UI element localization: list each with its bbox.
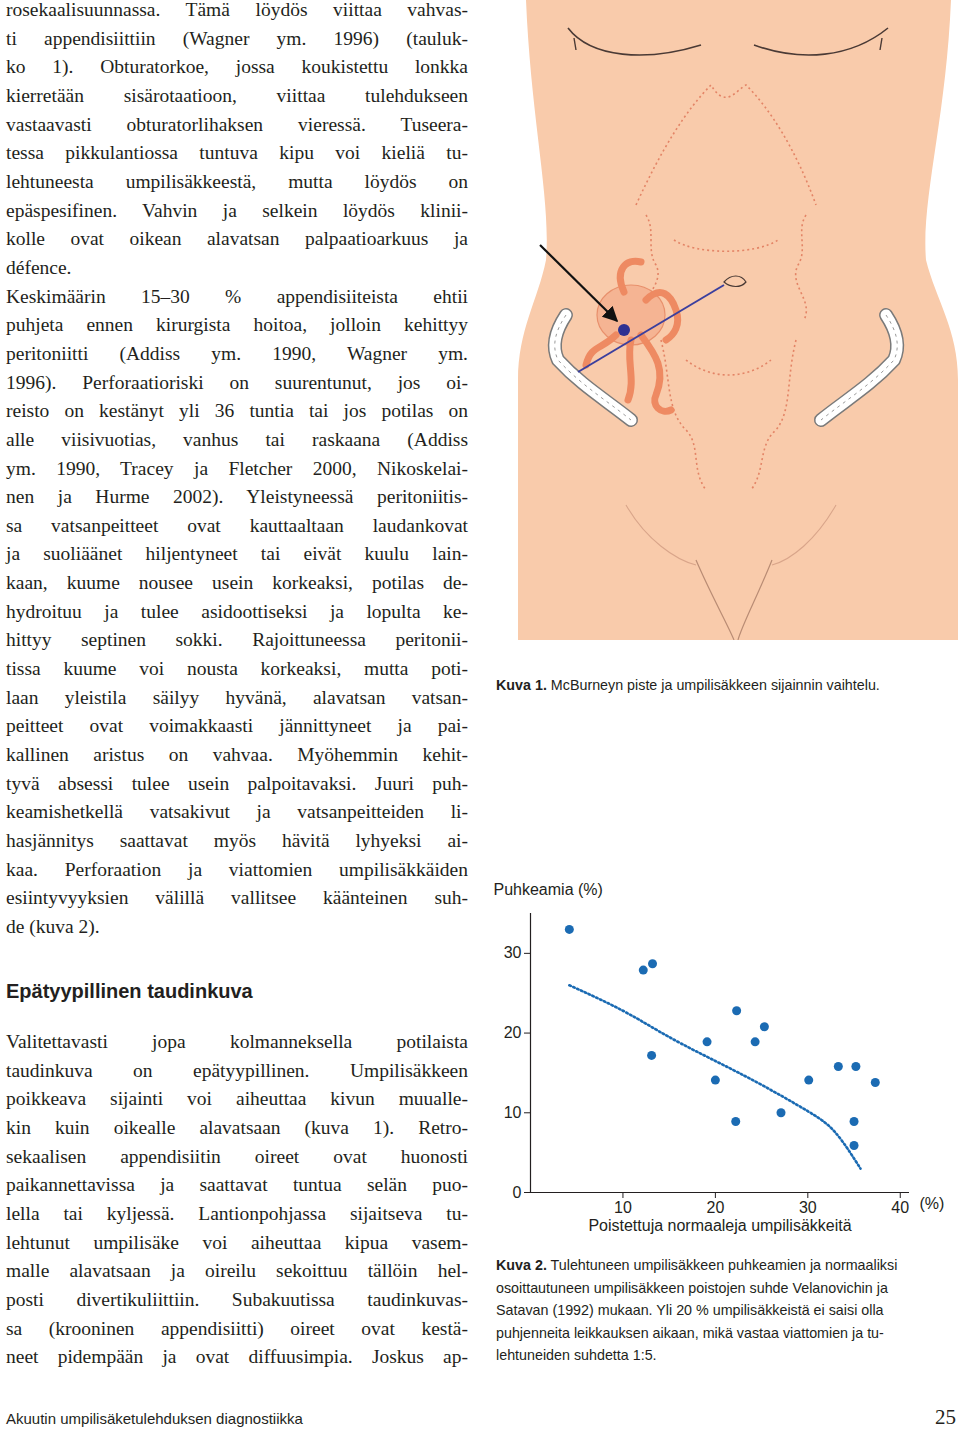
html-text:nen ja Hurme 2002). Yleistynee: nen ja Hurme 2002). Yleistyneessä perito…	[6, 486, 468, 508]
html-text:lella tai kyljessä. Lantionpoh: lella tai kyljessä. Lantionpohjassa sija…	[6, 1202, 468, 1224]
html-text:reisto on kestänyt yli 36 tunt: reisto on kestänyt yli 36 tuntia tai jos…	[6, 400, 468, 422]
html-text:25: 25	[935, 1405, 956, 1429]
html-text:ko 1). Obturatorkoe, jossa kou: ko 1). Obturatorkoe, jossa koukistettu l…	[6, 56, 468, 78]
html-text:tyvä absessi tulee usein palpo: tyvä absessi tulee usein palpoitavaksi. …	[6, 772, 468, 794]
html-text:1996). Perforaatioriski on suu: 1996). Perforaatioriski on suurentunut, …	[6, 371, 468, 393]
html-text:rosekaalisuunnassa. Tämä löydö: rosekaalisuunnassa. Tämä löydös viittaa …	[6, 0, 468, 20]
html-text:ym. 1990, Tracey ja Fletcher 2: ym. 1990, Tracey ja Fletcher 2000, Nikos…	[6, 457, 468, 479]
html-text:de (kuva 2).: de (kuva 2).	[6, 916, 100, 937]
html-text:Epätyypillinen taudinkuva: Epätyypillinen taudinkuva	[6, 980, 253, 1002]
html-text:kaa. Perforaation ja viattomie: kaa. Perforaation ja viattomien umpilisä…	[6, 858, 468, 880]
svg-text:Puhkeamia (%): Puhkeamia (%)	[494, 881, 603, 898]
html-text:kaan, kuume nousee usein korke: kaan, kuume nousee usein korkeaksi, poti…	[6, 572, 468, 594]
svg-text:40: 40	[891, 1199, 909, 1216]
svg-text:0: 0	[513, 1184, 522, 1201]
html-text:Akuutin umpilisäketulehduksen: Akuutin umpilisäketulehduksen diagnostii…	[6, 1410, 303, 1427]
svg-text:10: 10	[614, 1199, 632, 1216]
html-text:kallinen aristus on vahvaa. My: kallinen aristus on vahvaa. Myöhemmin ke…	[6, 744, 468, 766]
html-text:epäspesifinen. Vahvin ja selke: epäspesifinen. Vahvin ja selkein löydös …	[6, 199, 468, 221]
html-text:laan yleistila säilyy hyvänä,: laan yleistila säilyy hyvänä, alavatsan …	[6, 686, 468, 708]
html-text:malle alavatsaan ja oireilu se: malle alavatsaan ja oireilu sekoittuu tä…	[6, 1260, 468, 1282]
html-text:vastaavasti obturatorlihaksen: vastaavasti obturatorlihaksen vieressä. …	[6, 113, 468, 135]
html-text:hasjännitys saattavat myös häv: hasjännitys saattavat myös hävitä lyhyek…	[6, 830, 468, 851]
html-text:sa vatsanpeitteet ovat kauttaa: sa vatsanpeitteet ovat kauttaaltaan laud…	[6, 514, 468, 536]
html-text:peritoniitti (Addiss ym. 1990,: peritoniitti (Addiss ym. 1990, Wagner ym…	[6, 342, 468, 364]
html-text:osoittautuneen umpilisäkkeen p: osoittautuneen umpilisäkkeen poistojen s…	[496, 1279, 888, 1296]
svg-text:20: 20	[504, 1024, 522, 1041]
html-text:lehtuneesta umpilisäkkeestä, m: lehtuneesta umpilisäkkeestä, mutta löydö…	[6, 170, 468, 192]
html-text:esiintyvyyksien välillä vallit: esiintyvyyksien välillä vallitsee käänte…	[6, 887, 468, 909]
svg-text:(%): (%)	[920, 1195, 945, 1212]
svg-text:30: 30	[504, 944, 522, 961]
html-text:paikannettavissa ja saattavat: paikannettavissa ja saattavat tuntua sel…	[6, 1174, 468, 1196]
html-text:sa (krooninen appendisiitti) o: sa (krooninen appendisiitti) oireet ovat…	[6, 1317, 468, 1339]
html-text:puhjenneita leikkauksen aikaan: puhjenneita leikkauksen aikaan, mikä vas…	[496, 1324, 884, 1341]
html-text:Satavan (1992) mukaan. Yli 20: Satavan (1992) mukaan. Yli 20 % umpilisä…	[496, 1302, 884, 1319]
html-text:tessa pikkulantiossa tuntuva k: tessa pikkulantiossa tuntuva kipu voi ki…	[6, 142, 468, 164]
html-text:sekaalisen appendisiitin oiree: sekaalisen appendisiitin oireet ovat huo…	[6, 1145, 468, 1167]
html-text:neet pidempään ja ovat diffuus: neet pidempään ja ovat diffuusimpia. Jos…	[6, 1346, 468, 1368]
html-text:taudinkuva on epätyypillinen.: taudinkuva on epätyypillinen. Umpilisäkk…	[6, 1059, 468, 1081]
svg-text:10: 10	[504, 1104, 522, 1121]
html-text:kin kuin oikealle alavatsaan (: kin kuin oikealle alavatsaan (kuva 1). R…	[6, 1117, 468, 1138]
html-text:posti divertikuliittiin. Subak: posti divertikuliittiin. Subakuutissa ta…	[6, 1288, 468, 1310]
svg-text:20: 20	[706, 1199, 724, 1216]
html-text:Kuva 1. McBurneyn piste ja ump: Kuva 1. McBurneyn piste ja umpilisäkkeen…	[496, 677, 880, 693]
html-text:tissa kuume voi nousta korkeak: tissa kuume voi nousta korkeaksi, mutta …	[6, 658, 468, 680]
html-text:Kuva 2. Tulehtuneen umpilisäkk: Kuva 2. Tulehtuneen umpilisäkkeen puhkea…	[496, 1257, 898, 1273]
html-text:puhjeta ennen kirurgista hoito: puhjeta ennen kirurgista hoitoa, jolloin…	[6, 314, 468, 336]
html-text:ti appendisiittiin (Wagner ym.: ti appendisiittiin (Wagner ym. 1996) (ta…	[6, 27, 468, 49]
html-text:Keskimäärin 15–30 % appendisii: Keskimäärin 15–30 % appendisiiteista eht…	[6, 285, 468, 307]
html-text:keamishetkellä vatsakivut ja v: keamishetkellä vatsakivut ja vatsanpeitt…	[6, 801, 468, 823]
svg-text:30: 30	[799, 1199, 817, 1216]
html-text:alle viisivuotias, vanhus tai: alle viisivuotias, vanhus tai raskaana (…	[6, 428, 468, 450]
html-text:peitteet ovat voimakkaasti jän: peitteet ovat voimakkaasti jännittyneet …	[6, 715, 468, 737]
html-text:hittyy septinen sokki. Rajoitt: hittyy septinen sokki. Rajoittuneessa pe…	[6, 629, 468, 651]
html-text:lehtunut umpilisäke voi aiheut: lehtunut umpilisäke voi aiheuttaa kipua …	[6, 1231, 468, 1253]
html-text:défence.: défence.	[6, 256, 72, 278]
html-text:kolle ovat oikean alavatsan pa: kolle ovat oikean alavatsan palpaatioark…	[6, 228, 468, 250]
svg-text:Poistettuja normaaleja umpilis: Poistettuja normaaleja umpilisäkkeitä	[588, 1217, 851, 1234]
html-text:hydroituu ja tulee asidoottise: hydroituu ja tulee asidoottiseksi ja lop…	[6, 600, 468, 622]
html-text:Valitettavasti jopa kolmanneks: Valitettavasti jopa kolmanneksella potil…	[6, 1031, 468, 1052]
html-text:ja suoliäänet hiljentyneet tai: ja suoliäänet hiljentyneet tai eivät kuu…	[6, 543, 468, 565]
html-text:lehtuneiden suhdetta 1:5.: lehtuneiden suhdetta 1:5.	[496, 1347, 657, 1364]
html-text:kierretään sisärotaatioon, vii: kierretään sisärotaatioon, viittaa tuleh…	[6, 85, 468, 106]
html-text:poikkeava sijainti voi aiheutt: poikkeava sijainti voi aiheuttaa kivun m…	[6, 1088, 468, 1110]
